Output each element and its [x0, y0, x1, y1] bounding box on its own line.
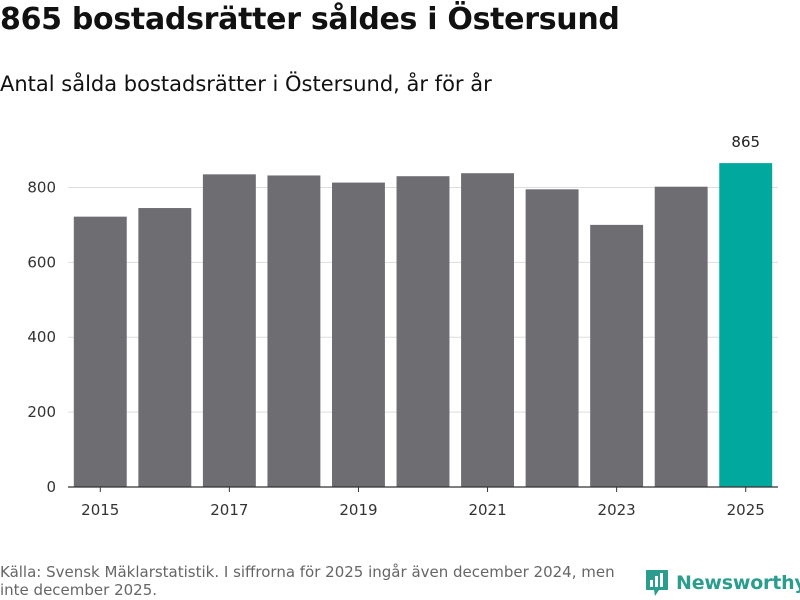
bar-2025: [719, 163, 773, 487]
x-tick-label-2023: 2023: [598, 501, 636, 519]
bar-2020: [396, 176, 450, 487]
bar-2016: [138, 208, 192, 488]
bar-2018: [267, 175, 321, 487]
bar-2022: [525, 189, 579, 488]
bar-2019: [331, 182, 385, 487]
chart-title: 865 bostadsrätter såldes i Östersund: [0, 2, 620, 37]
source-note: Källa: Svensk Mäklarstatistik. I siffror…: [0, 563, 615, 599]
bar-2024: [654, 186, 708, 487]
y-tick-label-800: 800: [27, 178, 56, 196]
newsworthy-logo-icon: [646, 570, 668, 596]
bar-2015: [73, 216, 127, 487]
brand-name: Newsworthy: [676, 572, 800, 594]
data-label-2025: 865: [731, 133, 760, 151]
axes: 0 200 400 600 800 865 2015 2017 2019 2021 2023 2025: [27, 133, 778, 519]
y-tick-label-400: 400: [27, 328, 56, 346]
x-tick-label-2025: 2025: [727, 501, 765, 519]
bar-2017: [202, 174, 256, 488]
y-tick-label-600: 600: [27, 253, 56, 271]
bar-2021: [461, 173, 515, 487]
x-tick-label-2017: 2017: [210, 501, 248, 519]
x-tick-label-2019: 2019: [339, 501, 377, 519]
brand-logo: Newsworthy: [644, 568, 800, 598]
chart-subtitle: Antal sålda bostadsrätter i Östersund, å…: [0, 72, 492, 96]
x-tick-label-2021: 2021: [468, 501, 506, 519]
y-tick-label-0: 0: [46, 478, 56, 496]
bar-2023: [590, 224, 644, 487]
y-tick-label-200: 200: [27, 403, 56, 421]
x-tick-label-2015: 2015: [81, 501, 119, 519]
bars: [73, 163, 773, 488]
